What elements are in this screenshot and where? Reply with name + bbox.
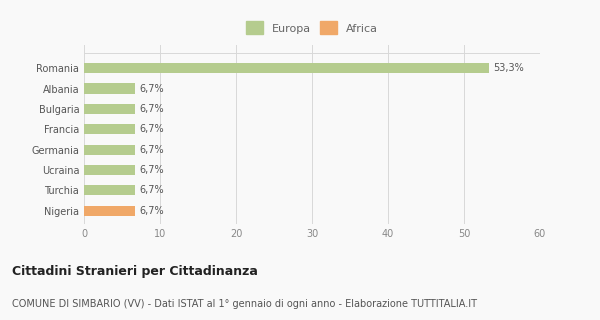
Text: 6,7%: 6,7%	[139, 145, 164, 155]
Bar	[84, 206, 135, 216]
Bar	[84, 165, 135, 175]
Legend: Europa, Africa: Europa, Africa	[243, 18, 381, 37]
Text: COMUNE DI SIMBARIO (VV) - Dati ISTAT al 1° gennaio di ogni anno - Elaborazione T: COMUNE DI SIMBARIO (VV) - Dati ISTAT al …	[12, 299, 477, 309]
Text: 6,7%: 6,7%	[139, 206, 164, 216]
Text: 6,7%: 6,7%	[139, 104, 164, 114]
Bar	[84, 185, 135, 196]
Bar	[84, 124, 135, 134]
Bar	[84, 84, 135, 94]
Text: 6,7%: 6,7%	[139, 124, 164, 134]
Text: 6,7%: 6,7%	[139, 84, 164, 93]
Text: 6,7%: 6,7%	[139, 165, 164, 175]
Text: 6,7%: 6,7%	[139, 185, 164, 196]
Bar	[84, 63, 489, 73]
Text: 53,3%: 53,3%	[494, 63, 524, 73]
Bar	[84, 145, 135, 155]
Text: Cittadini Stranieri per Cittadinanza: Cittadini Stranieri per Cittadinanza	[12, 265, 258, 278]
Bar	[84, 104, 135, 114]
